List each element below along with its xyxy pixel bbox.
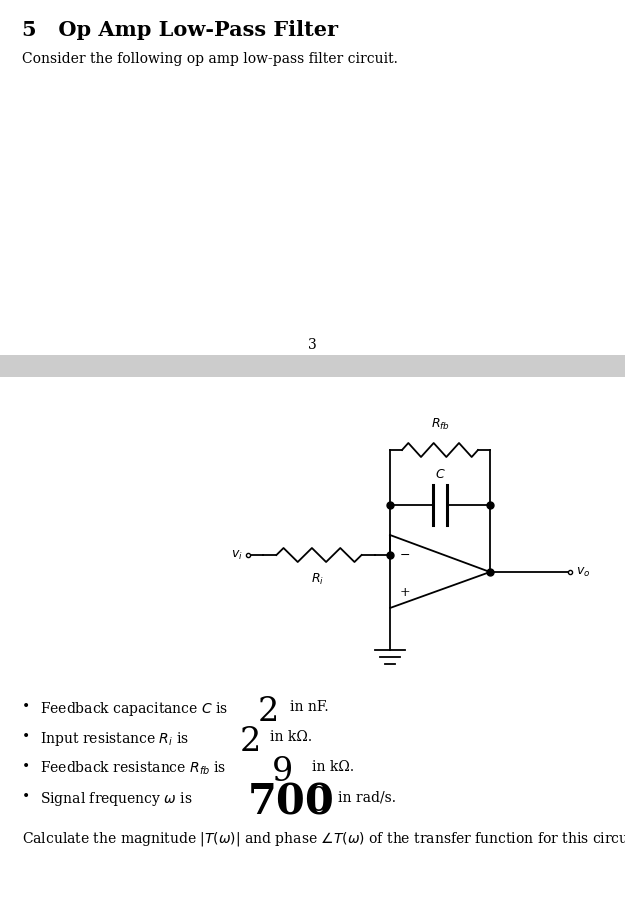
Text: −: − [400, 548, 411, 561]
Text: 2: 2 [258, 696, 279, 728]
Text: in rad/s.: in rad/s. [338, 790, 396, 804]
Text: 5   Op Amp Low-Pass Filter: 5 Op Amp Low-Pass Filter [22, 20, 338, 40]
Text: Feedback resistance $R_{fb}$ is: Feedback resistance $R_{fb}$ is [40, 760, 226, 777]
Text: in nF.: in nF. [290, 700, 329, 714]
Text: Signal frequency $\omega$ is: Signal frequency $\omega$ is [40, 790, 192, 808]
Text: •: • [22, 790, 30, 804]
Text: 2: 2 [240, 726, 261, 758]
Text: in kΩ.: in kΩ. [270, 730, 312, 744]
Text: 700: 700 [248, 781, 335, 823]
Text: Feedback capacitance $C$ is: Feedback capacitance $C$ is [40, 700, 228, 718]
Text: in kΩ.: in kΩ. [312, 760, 354, 774]
Text: Consider the following op amp low-pass filter circuit.: Consider the following op amp low-pass f… [22, 52, 398, 66]
Text: +: + [400, 586, 411, 598]
Text: $R_i$: $R_i$ [311, 572, 324, 587]
Text: 9: 9 [272, 756, 293, 788]
Text: $v_o$: $v_o$ [576, 566, 591, 578]
Text: 3: 3 [308, 338, 316, 352]
Text: 0: 0 [308, 786, 329, 818]
Text: Input resistance $R_i$ is: Input resistance $R_i$ is [40, 730, 189, 748]
Text: •: • [22, 730, 30, 744]
Text: •: • [22, 700, 30, 714]
Text: •: • [22, 760, 30, 774]
Bar [0, 355, 625, 377]
Text: Calculate the magnitude $|T(\omega)|$ and phase $\angle T(\omega)$ of the transf: Calculate the magnitude $|T(\omega)|$ an… [22, 830, 625, 848]
Text: $v_i$: $v_i$ [231, 548, 243, 561]
Text: $C$: $C$ [434, 468, 446, 481]
Text: $R_{fb}$: $R_{fb}$ [431, 417, 449, 432]
